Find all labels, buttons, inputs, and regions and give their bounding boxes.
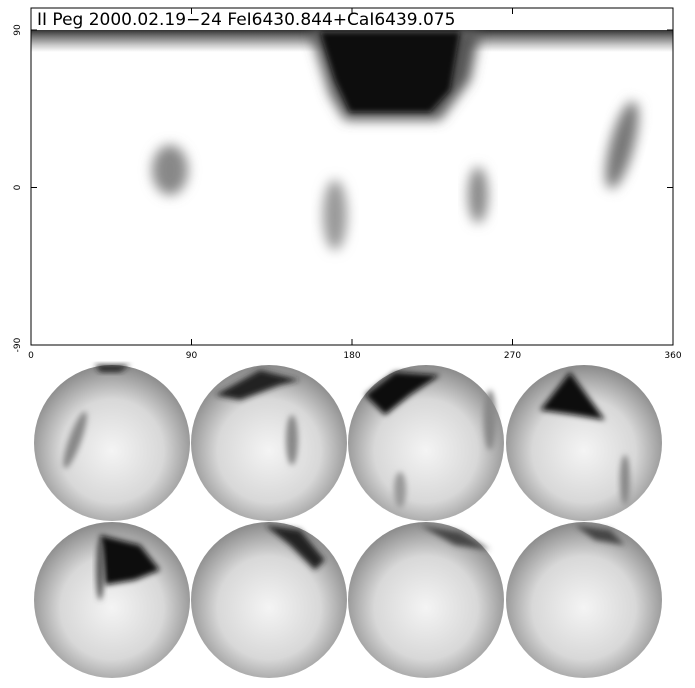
y-tick-label: -90: [13, 337, 23, 352]
y-tick-label: 90: [13, 24, 23, 36]
surface-map: [31, 30, 673, 345]
x-tick-label: 0: [28, 351, 34, 361]
disks: [34, 365, 662, 678]
spot: [152, 145, 188, 195]
disk: [191, 522, 347, 678]
disk: [348, 365, 504, 521]
spot: [468, 167, 488, 223]
figure: II Peg 2000.02.19−24 FeI6430.844+CaI6439…: [0, 0, 695, 684]
disk: [191, 365, 347, 521]
disk: [348, 522, 504, 678]
disk: [34, 365, 190, 521]
chart-title: II Peg 2000.02.19−24 FeI6430.844+CaI6439…: [37, 10, 455, 30]
y-tick-label: 0: [13, 184, 23, 190]
x-tick-label: 270: [504, 351, 521, 361]
disk: [506, 522, 662, 678]
x-tick-label: 180: [343, 351, 360, 361]
disk: [34, 522, 190, 678]
x-tick-label: 90: [186, 351, 198, 361]
spot: [323, 180, 347, 250]
x-tick-label: 360: [664, 351, 681, 361]
disk: [506, 365, 662, 521]
